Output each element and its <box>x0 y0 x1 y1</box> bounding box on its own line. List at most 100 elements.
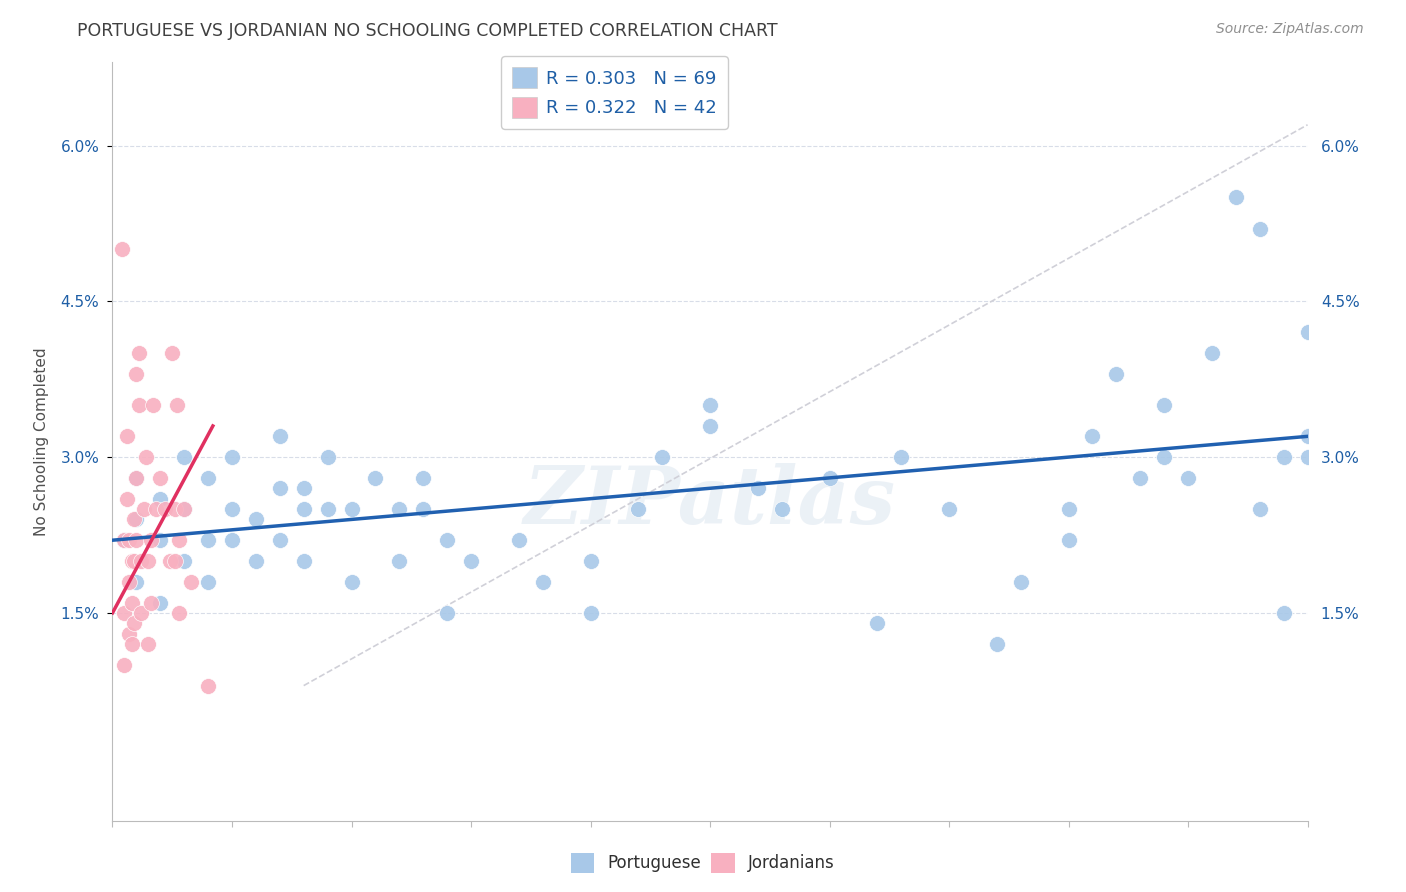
Point <box>1272 450 1295 464</box>
Point <box>122 512 145 526</box>
Point <box>1129 471 1152 485</box>
Point <box>412 502 434 516</box>
Point <box>770 502 793 516</box>
Point <box>138 637 160 651</box>
Point <box>121 595 143 609</box>
Point <box>169 533 191 548</box>
Point <box>114 533 135 548</box>
Point <box>125 471 148 485</box>
Y-axis label: No Schooling Completed: No Schooling Completed <box>34 347 49 536</box>
Point <box>1057 502 1080 516</box>
Point <box>412 471 434 485</box>
Point <box>388 502 411 516</box>
Point <box>125 574 148 589</box>
Point <box>122 554 145 568</box>
Point <box>149 533 172 548</box>
Point <box>269 533 291 548</box>
Point <box>245 512 267 526</box>
Point <box>436 533 458 548</box>
Point <box>938 502 960 516</box>
Point <box>316 502 339 516</box>
Point <box>169 606 191 620</box>
Point <box>166 398 188 412</box>
Point <box>699 419 721 434</box>
Point <box>118 574 141 589</box>
Point <box>1272 606 1295 620</box>
Point <box>197 679 219 693</box>
Text: PORTUGUESE VS JORDANIAN NO SCHOOLING COMPLETED CORRELATION CHART: PORTUGUESE VS JORDANIAN NO SCHOOLING COM… <box>77 22 778 40</box>
Point <box>1081 429 1104 443</box>
Legend: Portuguese, Jordanians: Portuguese, Jordanians <box>564 847 842 880</box>
Point <box>135 450 157 464</box>
Text: ZIPatlas: ZIPatlas <box>524 464 896 541</box>
Point <box>197 574 219 589</box>
Point <box>173 554 195 568</box>
Point <box>139 595 162 609</box>
Point <box>460 554 482 568</box>
Point <box>292 502 315 516</box>
Point <box>122 616 145 631</box>
Point <box>114 657 135 672</box>
Point <box>818 471 841 485</box>
Point <box>121 554 143 568</box>
Point <box>866 616 889 631</box>
Point <box>125 471 148 485</box>
Point <box>699 398 721 412</box>
Point <box>531 574 554 589</box>
Point <box>1296 429 1319 443</box>
Point <box>197 533 219 548</box>
Point <box>163 502 186 516</box>
Point <box>340 574 363 589</box>
Point <box>128 398 150 412</box>
Point <box>173 502 195 516</box>
Point <box>125 512 148 526</box>
Point <box>292 481 315 495</box>
Text: Source: ZipAtlas.com: Source: ZipAtlas.com <box>1216 22 1364 37</box>
Point <box>1296 450 1319 464</box>
Point <box>163 554 186 568</box>
Point <box>115 429 138 443</box>
Legend: R = 0.303   N = 69, R = 0.322   N = 42: R = 0.303 N = 69, R = 0.322 N = 42 <box>501 56 728 128</box>
Point <box>388 554 411 568</box>
Point <box>173 502 195 516</box>
Point <box>1010 574 1032 589</box>
Point <box>153 502 176 516</box>
Point <box>114 606 135 620</box>
Point <box>111 243 134 257</box>
Point <box>145 502 167 516</box>
Point <box>1177 471 1199 485</box>
Point <box>142 398 165 412</box>
Point <box>221 502 243 516</box>
Point <box>508 533 530 548</box>
Point <box>197 471 219 485</box>
Point <box>129 606 152 620</box>
Point <box>436 606 458 620</box>
Point <box>139 533 162 548</box>
Point <box>364 471 387 485</box>
Point <box>149 471 172 485</box>
Point <box>245 554 267 568</box>
Point <box>579 606 602 620</box>
Point <box>125 367 148 381</box>
Point <box>118 533 141 548</box>
Point <box>1296 326 1319 340</box>
Point <box>1105 367 1128 381</box>
Point <box>1201 346 1223 360</box>
Point <box>221 533 243 548</box>
Point <box>890 450 912 464</box>
Point <box>180 574 202 589</box>
Point <box>125 533 148 548</box>
Point <box>1225 190 1247 204</box>
Point <box>149 491 172 506</box>
Point <box>627 502 650 516</box>
Point <box>138 554 160 568</box>
Point <box>129 554 152 568</box>
Point <box>747 481 769 495</box>
Point <box>292 554 315 568</box>
Point <box>173 450 195 464</box>
Point <box>316 450 339 464</box>
Point <box>1153 398 1175 412</box>
Point <box>269 481 291 495</box>
Point <box>114 533 135 548</box>
Point <box>162 346 183 360</box>
